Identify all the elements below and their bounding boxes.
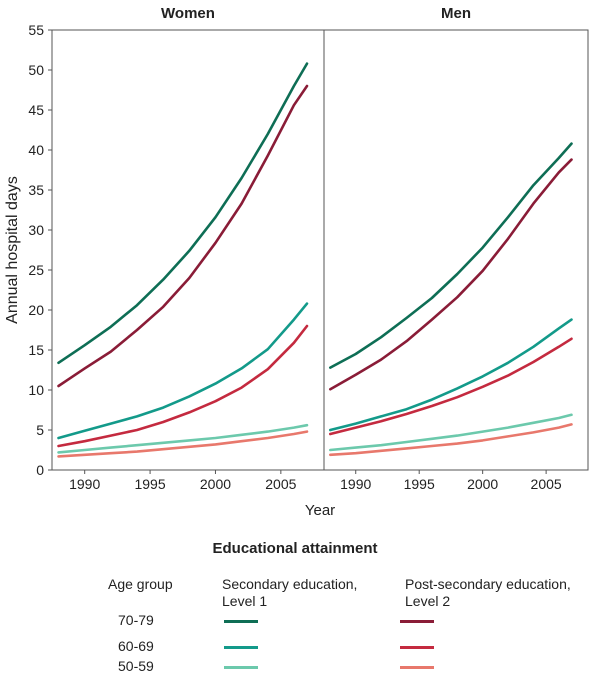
age-row-60-69: 60-69 xyxy=(118,638,154,654)
y-tick-label: 30 xyxy=(28,222,44,238)
x-tick-label: 1990 xyxy=(340,476,371,492)
y-tick-label: 35 xyxy=(28,182,44,198)
x-tick-label: 2000 xyxy=(467,476,498,492)
x-tick-label: 2005 xyxy=(265,476,296,492)
swatch-secondary-70-79 xyxy=(224,620,258,623)
series-line-women-postsecondary-50-59 xyxy=(57,430,309,458)
series-line-women-secondary-50-59 xyxy=(57,423,309,454)
series-line-men-secondary-60-69 xyxy=(329,318,573,432)
series-line-men-postsecondary-60-69 xyxy=(329,337,573,436)
age-group-header: Age group xyxy=(108,576,173,592)
y-tick-label: 45 xyxy=(28,102,44,118)
x-tick-label: 2000 xyxy=(200,476,231,492)
series-line-women-secondary-60-69 xyxy=(57,302,309,440)
y-tick-label: 0 xyxy=(36,462,44,478)
panel-title-men: Men xyxy=(441,5,471,22)
legend: Educational attainment Age group Seconda… xyxy=(0,530,590,677)
post-secondary-education-header: Post-secondary education, Level 2 xyxy=(405,576,571,609)
y-axis-label: Annual hospital days xyxy=(4,176,21,324)
x-axis-label: Year xyxy=(305,502,335,519)
y-tick-label: 40 xyxy=(28,142,44,158)
y-tick-label: 20 xyxy=(28,302,44,318)
legend-title: Educational attainment xyxy=(212,540,378,557)
y-tick-label: 5 xyxy=(36,422,44,438)
series-line-men-postsecondary-50-59 xyxy=(329,423,573,457)
series-line-women-postsecondary-70-79 xyxy=(57,84,309,388)
x-tick-label: 1990 xyxy=(69,476,100,492)
series-line-men-secondary-70-79 xyxy=(329,142,573,369)
x-tick-label: 1995 xyxy=(134,476,165,492)
y-tick-label: 10 xyxy=(28,382,44,398)
series-line-women-secondary-70-79 xyxy=(57,62,309,365)
age-row-50-59: 50-59 xyxy=(118,658,154,674)
x-tick-label: 2005 xyxy=(531,476,562,492)
swatch-postsecondary-60-69 xyxy=(400,646,434,649)
swatch-postsecondary-50-59 xyxy=(400,666,434,669)
series-line-women-postsecondary-60-69 xyxy=(57,324,309,448)
series-line-men-secondary-50-59 xyxy=(329,413,573,452)
x-tick-label: 1995 xyxy=(404,476,435,492)
swatch-secondary-60-69 xyxy=(224,646,258,649)
swatch-postsecondary-70-79 xyxy=(400,620,434,623)
secondary-education-header: Secondary education, Level 1 xyxy=(222,576,358,609)
age-row-70-79: 70-79 xyxy=(118,612,154,628)
y-tick-label: 50 xyxy=(28,62,44,78)
line-chart: 0 5 10 15 20 25 30 35 40 45 50 55 Annual hospital da… xyxy=(4,5,589,519)
y-tick-label: 25 xyxy=(28,262,44,278)
swatch-secondary-50-59 xyxy=(224,666,258,669)
series-line-men-postsecondary-70-79 xyxy=(329,158,573,391)
y-tick-label: 15 xyxy=(28,342,44,358)
plot-frame xyxy=(51,29,589,471)
y-tick-label: 55 xyxy=(28,22,44,38)
panel-title-women: Women xyxy=(161,5,215,22)
